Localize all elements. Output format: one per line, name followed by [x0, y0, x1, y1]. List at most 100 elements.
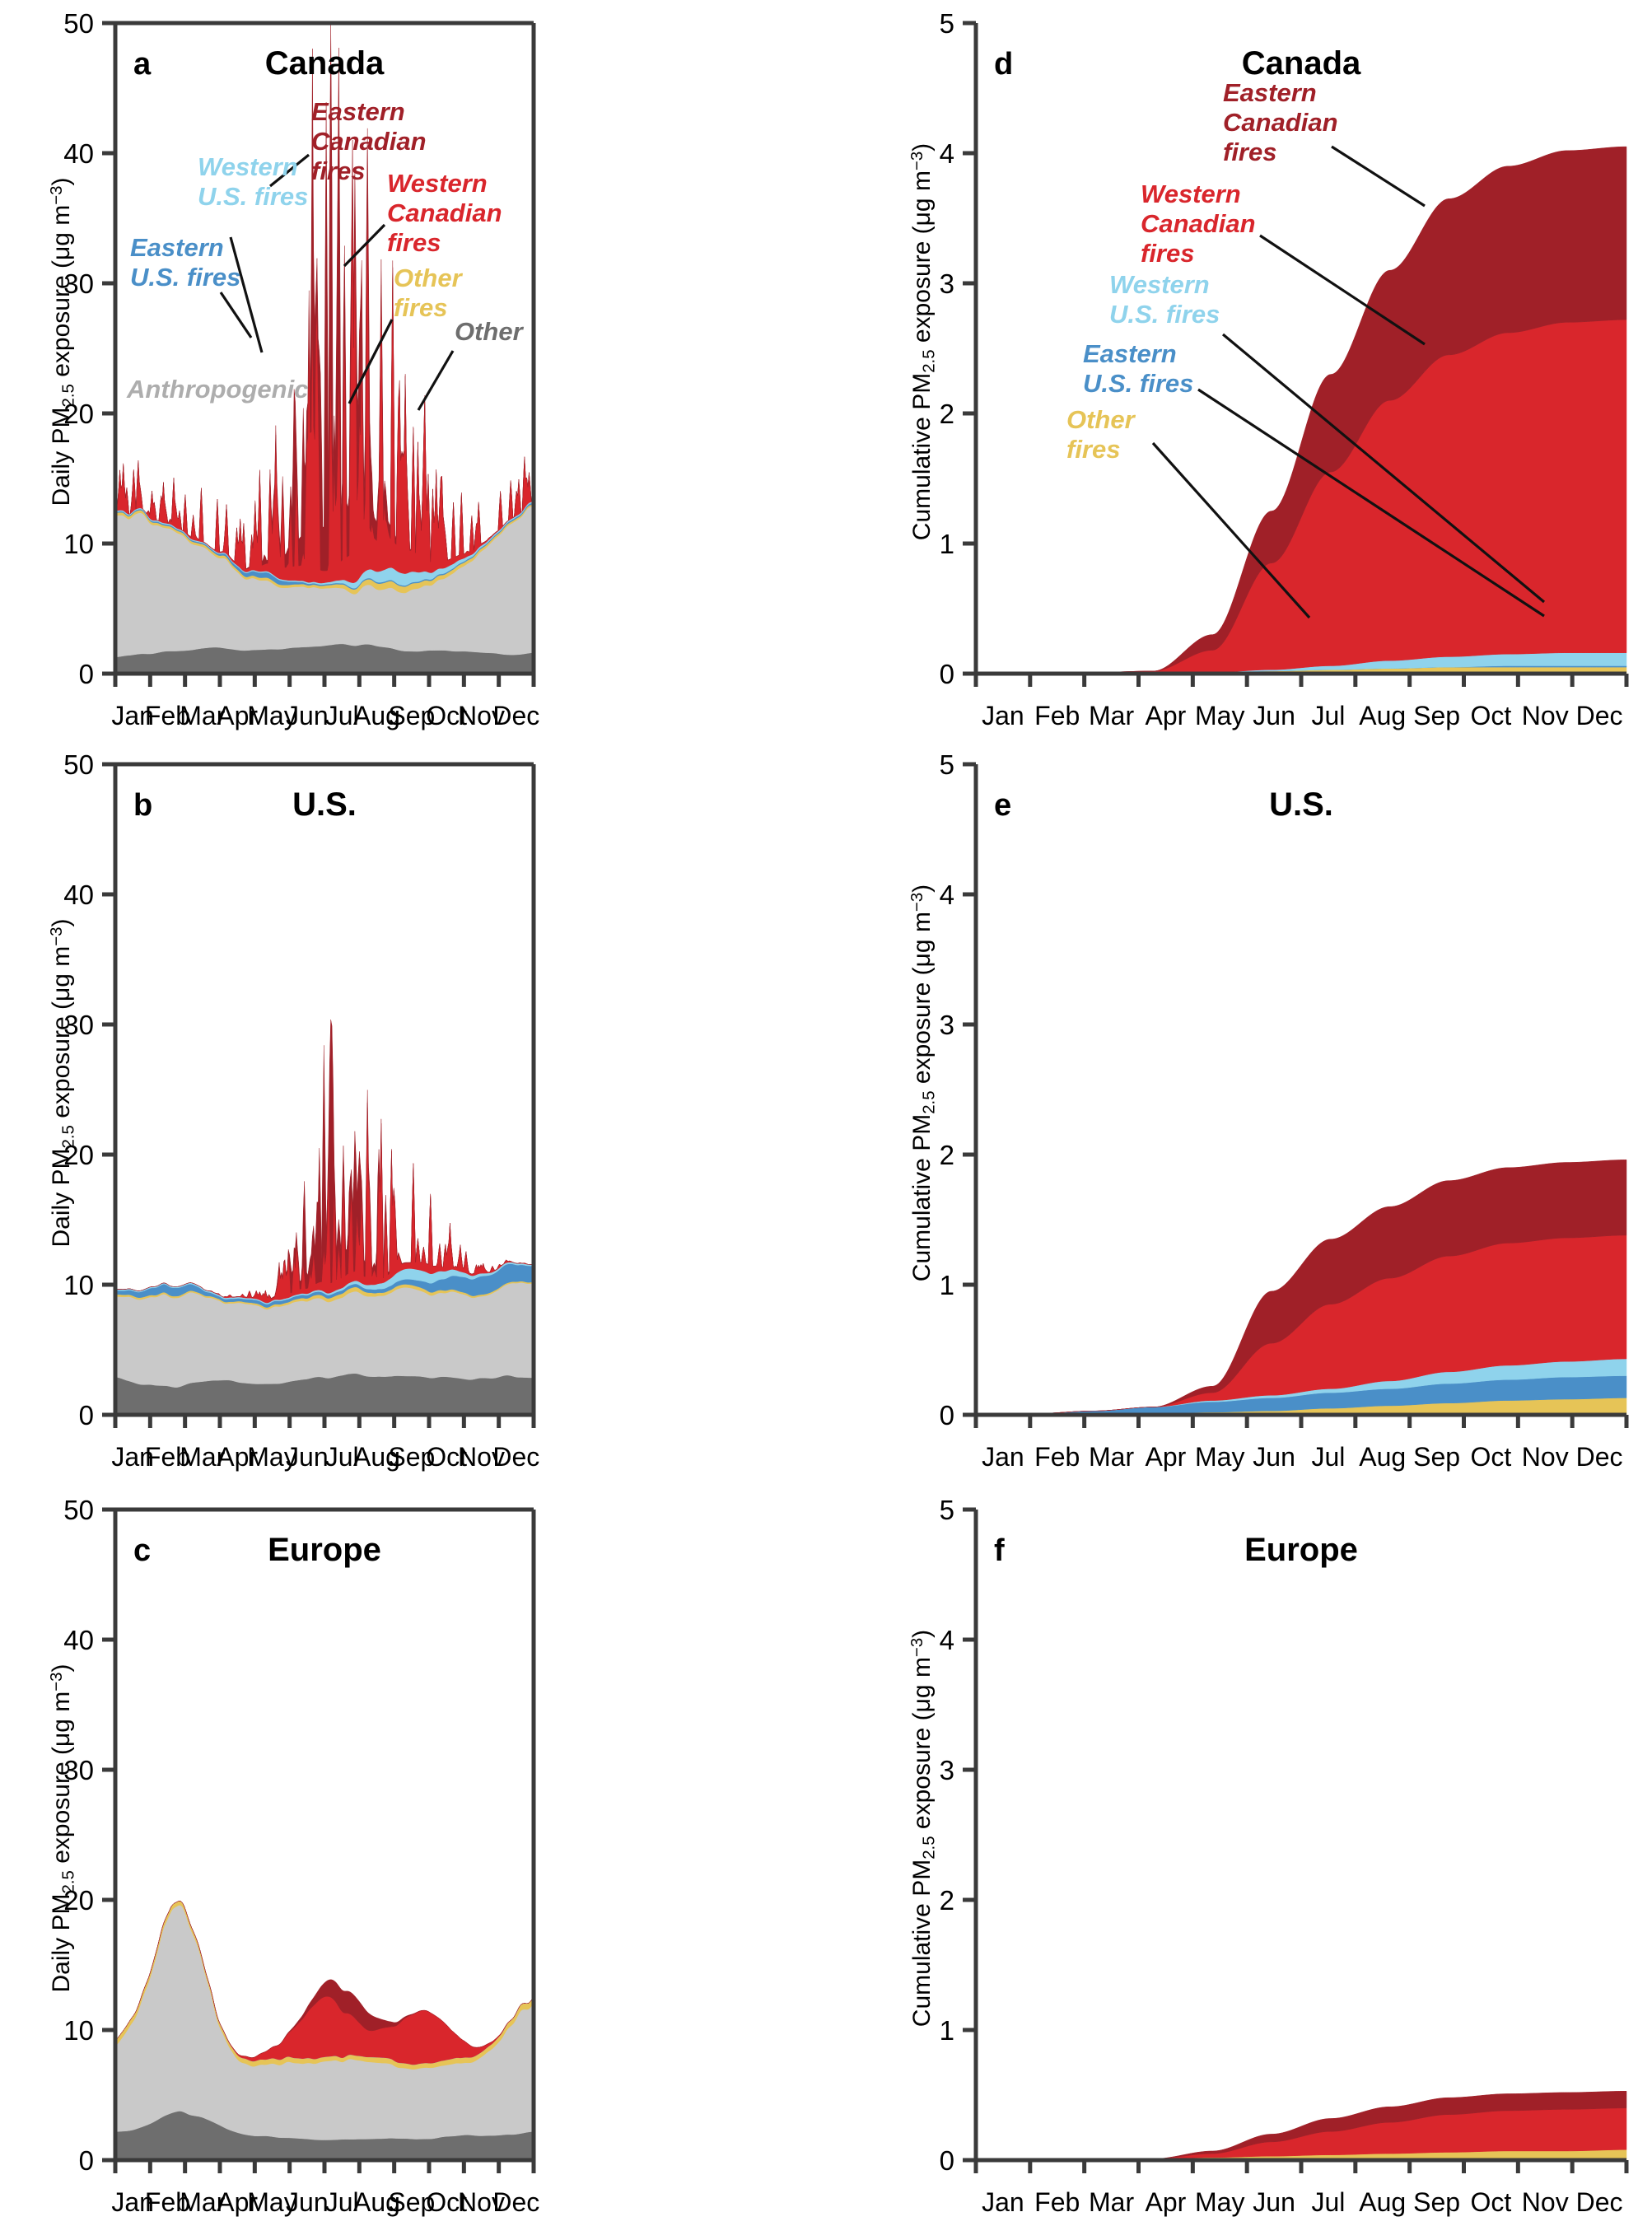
y-tick-label: 40 [63, 880, 94, 910]
x-tick-label-nov: Nov [458, 701, 505, 730]
leader-line [268, 153, 310, 188]
y-tick-label: 50 [63, 749, 94, 780]
leader-line [343, 223, 386, 268]
annotation-western-canadian-fires: fires [1141, 239, 1194, 268]
y-tick-label: 10 [63, 529, 94, 559]
panel-f: 0 1 2 3 4 5 Jan Feb Mar Apr May Jun Jul Aug Sep Oct Nov D… [885, 1495, 1652, 2240]
x-tick-label-apr: Apr [1146, 701, 1187, 730]
x-tick-label-jan: Jan [111, 701, 154, 730]
x-tick-label-sep: Sep [388, 2187, 435, 2217]
x-tick-label-dec: Dec [492, 701, 539, 730]
annotation-eastern-us-fires: U.S. fires [130, 263, 240, 292]
y-axis-title-text: Cumulative PM2.5 exposure (μg m−3) [908, 142, 939, 541]
panel-title-b: U.S. [292, 786, 357, 823]
x-tick-label-aug: Aug [353, 2187, 400, 2217]
x-tick-label-jun: Jun [286, 701, 329, 730]
x-tick-label-apr: Apr [217, 1442, 258, 1472]
series-eastern-canadian-fires [976, 1160, 1627, 1416]
x-tick-label-feb: Feb [145, 1442, 190, 1472]
x-tick-label-feb: Feb [1034, 2187, 1080, 2217]
annotation-western-us-fires: Western [198, 152, 298, 181]
x-tick-label-sep: Sep [1413, 701, 1460, 730]
y-tick-label: 2 [940, 1885, 954, 1916]
y-tick-label: 10 [63, 1270, 94, 1300]
x-tick-label-jul: Jul [325, 2187, 359, 2217]
y-tick-label: 20 [63, 399, 94, 429]
y-tick-label: 30 [63, 268, 94, 299]
y-tick-label: 30 [63, 1010, 94, 1040]
x-tick-label-jan: Jan [982, 701, 1024, 730]
y-tick-label: 2 [940, 399, 954, 429]
panel-letter-e: e [994, 788, 1011, 823]
y-tick-label: 1 [940, 2015, 954, 2046]
leader-line [219, 292, 253, 338]
series-eastern-canadian-fires [976, 146, 1627, 674]
annotation-western-canadian-fires: Western [1141, 180, 1241, 208]
x-tick-label-may: May [247, 2187, 296, 2217]
x-tick-label-feb: Feb [1034, 1442, 1080, 1472]
panel-title-e: U.S. [1269, 786, 1333, 823]
panel-title-f: Europe [1244, 1532, 1358, 1568]
x-tick-label-jan: Jan [111, 2187, 154, 2217]
leader-line [229, 236, 264, 353]
annotation-other-fires: Other [1066, 405, 1136, 434]
y-tick-label: 1 [940, 1270, 954, 1300]
x-tick-label-sep: Sep [1413, 1442, 1460, 1472]
x-tick-label-jan: Jan [111, 1442, 154, 1472]
x-tick-label-nov: Nov [458, 2187, 505, 2217]
x-tick-label-sep: Sep [388, 701, 435, 730]
y-axis-title-text: Daily PM2.5 exposure (μg m−3) [48, 1664, 78, 1993]
x-tick-label-jun: Jun [1253, 701, 1295, 730]
x-tick-label-oct: Oct [426, 1442, 467, 1472]
x-tick-label-feb: Feb [1034, 701, 1080, 730]
annotation-western-canadian-fires: fires [387, 228, 441, 257]
annotation-eastern-us-fires: Eastern [130, 233, 224, 262]
x-tick-label-jul: Jul [1311, 2187, 1345, 2217]
x-tick-label-may: May [1195, 2187, 1244, 2217]
series-eastern-canadian-fires [114, 22, 534, 572]
x-tick-label-aug: Aug [1359, 701, 1406, 730]
y-tick-label: 20 [63, 1140, 94, 1170]
y-axis-title-b: Daily PM2.5 exposure (μg m−3) [48, 758, 79, 1408]
leader-line [1151, 441, 1311, 619]
x-tick-label-oct: Oct [426, 2187, 467, 2217]
x-tick-label-dec: Dec [1576, 1442, 1623, 1472]
annotation-eastern-us-fires: Eastern [1083, 339, 1177, 368]
x-tick-label-may: May [247, 701, 296, 730]
x-tick-label-nov: Nov [458, 1442, 505, 1472]
leader-line [1221, 333, 1546, 604]
y-tick-label: 40 [63, 138, 94, 169]
y-tick-label: 10 [63, 2015, 94, 2046]
x-tick-label-jul: Jul [325, 701, 359, 730]
annotation-western-us-fires: Western [1109, 270, 1210, 299]
y-tick-label: 0 [940, 1400, 954, 1430]
y-tick-label: 0 [79, 2145, 94, 2176]
x-tick-label-jun: Jun [1253, 2187, 1295, 2217]
y-axis-title-a: Daily PM2.5 exposure (μg m−3) [48, 16, 79, 667]
y-tick-label: 2 [940, 1140, 954, 1170]
y-axis-title-text: Cumulative PM2.5 exposure (μg m−3) [908, 1629, 939, 2028]
y-tick-label: 3 [940, 1010, 954, 1040]
x-tick-label-dec: Dec [492, 1442, 539, 1472]
panel-letter-b: b [133, 788, 152, 823]
x-tick-label-dec: Dec [1576, 2187, 1623, 2217]
x-tick-label-may: May [1195, 1442, 1244, 1472]
annotation-eastern-canadian-fires: Eastern [1223, 78, 1317, 107]
x-tick-label-may: May [247, 1442, 296, 1472]
annotation-western-canadian-fires: Canadian [1141, 209, 1256, 238]
y-tick-label: 4 [940, 138, 954, 169]
leader-line [348, 319, 394, 404]
y-tick-label: 0 [79, 659, 94, 689]
leader-line [417, 350, 455, 411]
leader-line [1259, 234, 1426, 346]
annotation-eastern-canadian-fires: Canadian [1223, 108, 1338, 137]
x-tick-label-aug: Aug [1359, 2187, 1406, 2217]
x-tick-label-dec: Dec [1576, 701, 1623, 730]
x-tick-label-mar: Mar [1089, 2187, 1134, 2217]
annotation-eastern-canadian-fires: Eastern [311, 97, 405, 126]
x-tick-label-jun: Jun [286, 2187, 329, 2217]
annotation-other-fires: Other [394, 264, 464, 292]
annotation-western-us-fires: U.S. fires [1109, 300, 1220, 329]
leader-line [1197, 388, 1545, 618]
x-tick-label-jul: Jul [1311, 1442, 1345, 1472]
